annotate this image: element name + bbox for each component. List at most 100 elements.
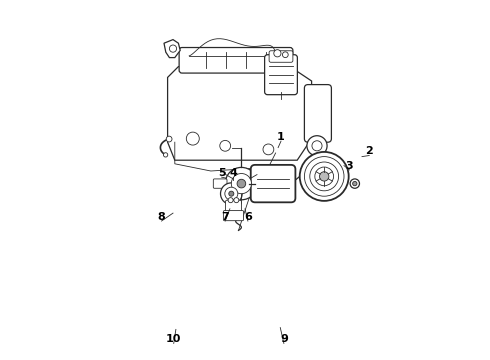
Point xyxy=(243,66,249,71)
Point xyxy=(223,172,229,177)
Point xyxy=(245,181,251,186)
Point xyxy=(254,172,260,177)
Line: 2 pts: 2 pts xyxy=(328,172,332,174)
Line: 2 pts: 2 pts xyxy=(245,209,248,221)
Point xyxy=(325,172,331,176)
Point xyxy=(317,176,323,181)
Point xyxy=(245,219,251,223)
Circle shape xyxy=(304,157,344,196)
Point xyxy=(223,66,229,71)
Line: 2 pts: 2 pts xyxy=(362,156,369,157)
Point xyxy=(252,178,258,182)
Line: 2 pts: 2 pts xyxy=(225,209,230,221)
Circle shape xyxy=(220,183,242,204)
Point xyxy=(277,325,283,330)
Circle shape xyxy=(282,52,288,58)
Point xyxy=(281,341,287,346)
Circle shape xyxy=(166,136,172,142)
Point xyxy=(267,81,272,85)
Circle shape xyxy=(353,181,357,186)
Point xyxy=(313,170,319,174)
Point xyxy=(321,179,327,183)
Point xyxy=(239,145,245,150)
Point xyxy=(290,81,295,85)
Point xyxy=(346,168,352,172)
Point xyxy=(286,177,292,181)
Point xyxy=(321,184,327,188)
Line: 2 pts: 2 pts xyxy=(328,179,332,181)
FancyBboxPatch shape xyxy=(223,211,244,221)
Text: 2: 2 xyxy=(366,146,373,156)
Line: 2 pts: 2 pts xyxy=(344,166,349,170)
Circle shape xyxy=(263,144,274,155)
Circle shape xyxy=(225,167,258,200)
Point xyxy=(230,176,236,181)
Line: 2 pts: 2 pts xyxy=(316,172,320,174)
Point xyxy=(203,50,209,54)
Circle shape xyxy=(237,179,245,188)
Point xyxy=(254,177,260,181)
Circle shape xyxy=(350,179,360,188)
Line: 2 pts: 2 pts xyxy=(174,329,176,343)
Line: 2 pts: 2 pts xyxy=(239,180,255,230)
Line: 2 pts: 2 pts xyxy=(250,175,257,179)
Point xyxy=(278,97,284,101)
FancyBboxPatch shape xyxy=(269,51,293,62)
Polygon shape xyxy=(164,40,180,58)
FancyBboxPatch shape xyxy=(251,165,295,202)
Point xyxy=(230,175,236,179)
Circle shape xyxy=(220,140,231,151)
FancyBboxPatch shape xyxy=(225,200,242,213)
Point xyxy=(223,50,229,54)
Circle shape xyxy=(228,198,233,203)
Circle shape xyxy=(229,191,234,196)
Point xyxy=(171,341,177,346)
Point xyxy=(341,163,347,168)
Point xyxy=(321,165,327,169)
Circle shape xyxy=(164,153,168,157)
Point xyxy=(313,179,319,183)
Point xyxy=(229,145,235,150)
Point xyxy=(252,181,258,186)
Point xyxy=(230,178,236,182)
Circle shape xyxy=(231,174,251,194)
Point xyxy=(278,90,284,94)
Point xyxy=(267,64,272,68)
Text: 7: 7 xyxy=(221,212,229,222)
Line: 2 pts: 2 pts xyxy=(221,177,226,178)
Point xyxy=(159,219,165,223)
Point xyxy=(173,327,179,332)
Circle shape xyxy=(307,136,327,156)
Text: 9: 9 xyxy=(280,334,288,344)
Point xyxy=(325,176,331,181)
Point xyxy=(203,66,209,71)
Polygon shape xyxy=(168,67,312,160)
Circle shape xyxy=(312,141,322,151)
Point xyxy=(290,64,295,68)
Point xyxy=(239,165,245,170)
Point xyxy=(254,186,260,190)
Point xyxy=(239,145,245,150)
Line: 2 pts: 2 pts xyxy=(316,179,320,181)
Point xyxy=(267,72,272,77)
Text: 10: 10 xyxy=(166,334,181,344)
Point xyxy=(329,170,335,174)
Circle shape xyxy=(315,167,334,186)
Text: 3: 3 xyxy=(345,161,353,171)
Circle shape xyxy=(225,187,238,200)
Point xyxy=(242,207,248,211)
Point xyxy=(227,207,233,211)
Circle shape xyxy=(170,45,176,52)
Text: 5: 5 xyxy=(218,168,225,178)
FancyBboxPatch shape xyxy=(213,179,227,188)
Line: 2 pts: 2 pts xyxy=(291,176,300,184)
Point xyxy=(359,154,365,159)
Circle shape xyxy=(300,152,349,201)
Point xyxy=(329,179,335,183)
Point xyxy=(222,219,228,223)
Point xyxy=(170,211,176,215)
Point xyxy=(321,170,327,174)
Point xyxy=(290,72,295,77)
Point xyxy=(239,192,245,196)
Point xyxy=(297,174,303,179)
